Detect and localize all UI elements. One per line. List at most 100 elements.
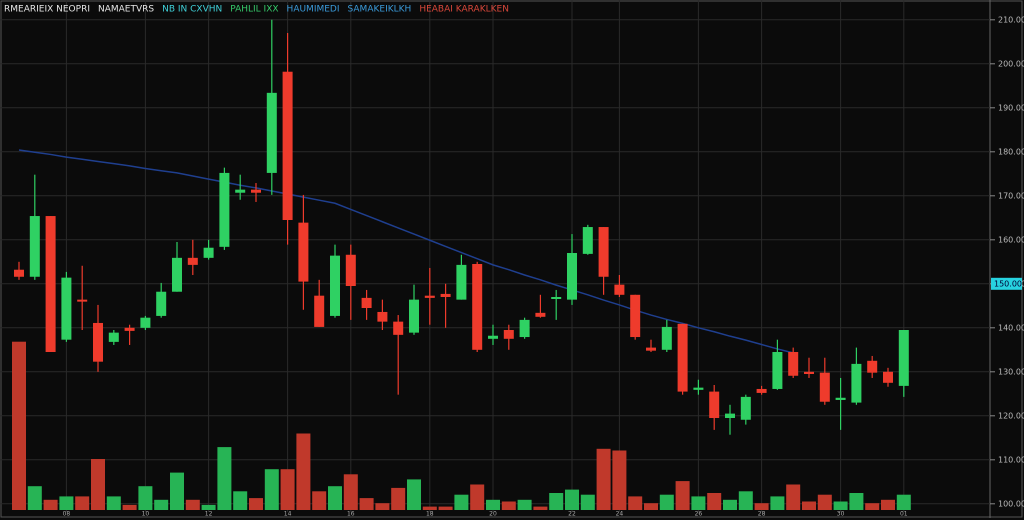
legend-item: SAMAKEIKLKH (348, 5, 412, 15)
candle-body (330, 255, 340, 316)
candle-body (661, 326, 672, 350)
legend-item: HAUMIMEDI (287, 5, 340, 15)
candle-body (14, 269, 24, 277)
volume-bar (501, 501, 516, 510)
volume-bar (707, 493, 722, 510)
candle-body (740, 396, 751, 420)
x-tick-label: 12 (205, 511, 213, 518)
volume-bar (280, 469, 295, 510)
candle-body (488, 335, 498, 339)
candle-body (646, 347, 656, 351)
volume-bar (659, 494, 674, 510)
candle-body (804, 371, 814, 374)
volume-bar (723, 499, 737, 510)
candle-body (456, 264, 467, 300)
volume-bar (359, 498, 374, 510)
volume-bar (644, 503, 658, 510)
candle-body (567, 253, 577, 300)
legend-item: NB IN CXVHN (162, 5, 222, 15)
legend-item: NAMAETVRS (98, 5, 154, 15)
volume-bar (12, 341, 26, 510)
x-tick-label: 10 (142, 511, 150, 518)
volume-bar (786, 484, 801, 510)
candle-body (77, 299, 88, 302)
volume-bar (533, 506, 548, 510)
volume-bar (738, 491, 753, 510)
candle-body (377, 311, 388, 322)
volume-bar (770, 496, 785, 510)
moving-average (18, 149, 794, 354)
candle-body (472, 264, 483, 350)
candle-body (677, 323, 688, 392)
volume-bar (517, 499, 532, 510)
volume-bar (43, 499, 58, 510)
y-tick-label: 100.00 (998, 499, 1024, 508)
volume-bar (422, 506, 437, 510)
volume-bar (201, 504, 216, 510)
candle-body (203, 247, 214, 258)
volume-bar (217, 447, 232, 510)
y-tick-label: 190.00 (998, 103, 1024, 112)
candle-body (614, 284, 625, 295)
volume-bar (802, 501, 816, 510)
y-tick-label: 120.00 (998, 411, 1024, 420)
volume-bar (675, 481, 690, 510)
candle-body (409, 299, 419, 333)
volume-bar (407, 479, 421, 510)
candle-body (235, 189, 246, 193)
volume-bar (438, 506, 453, 510)
volume-bar (296, 433, 311, 510)
x-tick-label: 26 (695, 511, 703, 518)
candle-body (424, 295, 435, 298)
candle-body (503, 330, 514, 339)
volume-bar (849, 493, 864, 510)
y-tick-label: 170.00 (998, 191, 1024, 200)
candle-body (772, 352, 783, 389)
volume-bar (138, 486, 153, 510)
y-tick-label: 210.00 (998, 15, 1024, 24)
volume-bar (122, 504, 137, 510)
candle-body (361, 297, 372, 308)
candle-body (440, 293, 451, 297)
legend-item: RMEARIEIX NEOPRI (4, 5, 90, 15)
candle-body (693, 387, 704, 390)
x-tick-label: 30 (837, 511, 845, 518)
volume-bar (233, 491, 248, 510)
legend-item: HEABAI KARAKLKEN (419, 5, 509, 15)
candle-body (725, 413, 735, 418)
candle-body (219, 172, 230, 247)
candle-body (156, 291, 167, 316)
volume-bar (375, 503, 390, 510)
legend-item: PAHLIL IXX (230, 5, 278, 15)
candle-body (298, 222, 309, 282)
volume-bar (691, 496, 706, 510)
candle-body (61, 277, 72, 340)
y-tick-label: 140.00 (998, 323, 1024, 332)
volume-bar (612, 450, 627, 510)
price-marker (991, 277, 1022, 290)
volume-bar (59, 496, 74, 510)
volume-bar (391, 487, 406, 510)
candle-body (535, 312, 546, 317)
volume-bar (185, 499, 200, 510)
volume-bar (881, 499, 895, 510)
volume-bar (264, 469, 279, 510)
candle-body (93, 322, 103, 362)
volume-bar (896, 494, 911, 510)
y-tick-label: 180.00 (998, 147, 1024, 156)
x-tick-label: 01 (900, 511, 908, 518)
volume-bar (154, 499, 169, 510)
volume-bar (170, 472, 184, 510)
volume-bar (343, 474, 358, 510)
volume-bar (549, 493, 564, 510)
y-tick-label: 110.00 (998, 455, 1024, 464)
candle-body (251, 189, 261, 193)
candle-body (108, 332, 119, 342)
x-tick-label: 24 (616, 511, 624, 518)
volume-bar (470, 484, 485, 510)
volume-bar (833, 501, 848, 510)
candle-body (187, 257, 198, 265)
candle-body (709, 391, 720, 418)
